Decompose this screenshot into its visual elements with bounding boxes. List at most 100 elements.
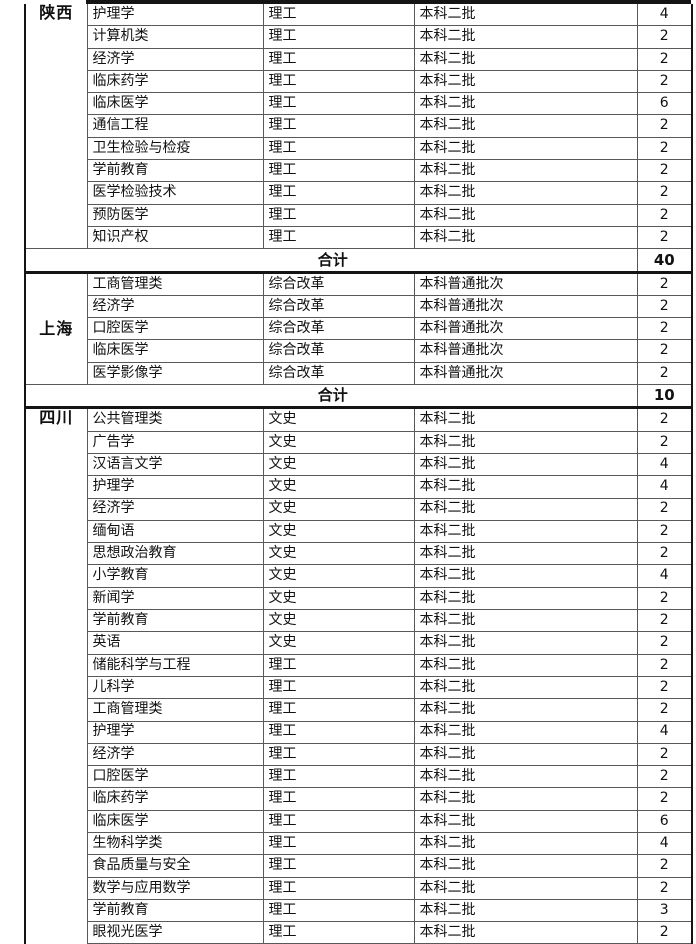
cell-count: 2 <box>636 69 693 94</box>
cell-batch: 本科二批 <box>413 203 638 227</box>
table-row: 通信工程 理工 本科二批 2 <box>25 114 693 138</box>
cell-count: 3 <box>636 898 693 923</box>
table-row: 临床医学 综合改革 本科普通批次 2 <box>25 339 693 363</box>
cell-count: 2 <box>636 921 693 944</box>
cell-batch: 本科二批 <box>413 921 638 944</box>
cell-major: 储能科学与工程 <box>86 653 264 677</box>
cell-count: 2 <box>636 497 693 521</box>
cell-batch: 本科二批 <box>413 876 638 900</box>
cell-major: 知识产权 <box>86 225 264 250</box>
cell-count: 2 <box>636 542 693 566</box>
cell-count: 2 <box>636 271 693 296</box>
cell-count: 2 <box>636 698 693 722</box>
total-row: 合计 10 <box>24 384 693 410</box>
cell-count: 4 <box>636 475 693 499</box>
cell-count: 2 <box>636 609 693 633</box>
cell-major: 经济学 <box>86 294 264 319</box>
table-row: 临床药学 理工 本科二批 2 <box>25 69 693 94</box>
table-row: 医学影像学 综合改革 本科普通批次 2 <box>25 361 693 386</box>
cell-count: 2 <box>636 317 693 341</box>
cell-major: 英语 <box>86 631 264 655</box>
cell-count: 6 <box>636 92 693 116</box>
cell-count: 2 <box>636 876 693 900</box>
table-row: 口腔医学 综合改革 本科普通批次 2 <box>25 317 693 341</box>
cell-category: 综合改革 <box>262 339 415 363</box>
table-row: 经济学 理工 本科二批 2 <box>25 742 693 767</box>
cell-count: 2 <box>636 25 693 49</box>
cell-count: 6 <box>636 809 693 833</box>
cell-major: 缅甸语 <box>86 519 264 544</box>
cell-batch: 本科二批 <box>413 653 638 677</box>
table-row: 生物科学类 理工 本科二批 4 <box>25 831 693 856</box>
table-row: 工商管理类 理工 本科二批 2 <box>25 698 693 722</box>
cell-category: 综合改革 <box>262 317 415 341</box>
cell-batch: 本科二批 <box>413 430 638 454</box>
cell-batch: 本科二批 <box>413 181 638 205</box>
cell-major: 经济学 <box>86 47 264 71</box>
cell-batch: 本科二批 <box>413 4 638 27</box>
cell-category: 理工 <box>262 92 415 116</box>
cell-count: 2 <box>636 203 693 227</box>
table-row: 小学教育 文史 本科二批 4 <box>25 564 693 588</box>
table-row: 学前教育 理工 本科二批 2 <box>25 159 693 183</box>
cell-category: 文史 <box>262 631 415 655</box>
cell-batch: 本科普通批次 <box>413 339 638 363</box>
table-row: 临床医学 理工 本科二批 6 <box>25 809 693 833</box>
table-row: 经济学 综合改革 本科普通批次 2 <box>25 294 693 319</box>
cell-count: 2 <box>636 430 693 454</box>
cell-category: 理工 <box>262 653 415 677</box>
cell-count: 4 <box>636 4 693 27</box>
cell-batch: 本科二批 <box>413 452 638 477</box>
cell-count: 2 <box>636 114 693 138</box>
cell-batch: 本科二批 <box>413 92 638 116</box>
cell-count: 2 <box>636 294 693 319</box>
province-cell: 上海 <box>24 271 88 386</box>
cell-category: 文史 <box>262 609 415 633</box>
cell-major: 工商管理类 <box>86 271 264 296</box>
page-cut-row-edge <box>86 0 691 4</box>
table-row: 预防医学 理工 本科二批 2 <box>25 203 693 227</box>
cell-major: 学前教育 <box>86 159 264 183</box>
table-row: 知识产权 理工 本科二批 2 <box>25 225 693 250</box>
cell-batch: 本科二批 <box>413 809 638 833</box>
cell-major: 预防医学 <box>86 203 264 227</box>
table-row: 临床药学 理工 本科二批 2 <box>25 787 693 811</box>
cell-batch: 本科二批 <box>413 720 638 744</box>
cell-category: 理工 <box>262 831 415 856</box>
table-row: 学前教育 文史 本科二批 2 <box>25 609 693 633</box>
table-row: 护理学 文史 本科二批 4 <box>25 475 693 499</box>
cell-category: 理工 <box>262 921 415 944</box>
table-row: 数学与应用数学 理工 本科二批 2 <box>25 876 693 900</box>
cell-batch: 本科普通批次 <box>413 317 638 341</box>
table-row: 眼视光医学 理工 本科二批 2 <box>25 921 693 944</box>
cell-category: 文史 <box>262 542 415 566</box>
cell-category: 理工 <box>262 159 415 183</box>
total-value-cell: 40 <box>636 248 693 274</box>
cell-count: 4 <box>636 831 693 856</box>
cell-major: 临床医学 <box>86 92 264 116</box>
cell-category: 综合改革 <box>262 294 415 319</box>
cell-category: 文史 <box>262 452 415 477</box>
cell-category: 文史 <box>262 430 415 454</box>
province-cell: 陕西 <box>24 4 88 250</box>
cell-batch: 本科二批 <box>413 136 638 161</box>
cell-count: 4 <box>636 720 693 744</box>
cell-count: 2 <box>636 787 693 811</box>
cell-major: 医学检验技术 <box>86 181 264 205</box>
cell-major: 计算机类 <box>86 25 264 49</box>
cell-count: 2 <box>636 47 693 71</box>
cell-count: 2 <box>636 675 693 700</box>
cell-category: 文史 <box>262 586 415 611</box>
table-row: 食品质量与安全 理工 本科二批 2 <box>25 854 693 878</box>
cell-major: 口腔医学 <box>86 317 264 341</box>
table-row: 计算机类 理工 本科二批 2 <box>25 25 693 49</box>
table-row: 临床医学 理工 本科二批 6 <box>25 92 693 116</box>
table-row: 缅甸语 文史 本科二批 2 <box>25 519 693 544</box>
cell-batch: 本科二批 <box>413 675 638 700</box>
total-row: 合计 40 <box>24 248 693 274</box>
cell-category: 理工 <box>262 720 415 744</box>
cell-major: 眼视光医学 <box>86 921 264 944</box>
cell-category: 理工 <box>262 675 415 700</box>
cell-batch: 本科普通批次 <box>413 361 638 386</box>
cell-count: 2 <box>636 631 693 655</box>
